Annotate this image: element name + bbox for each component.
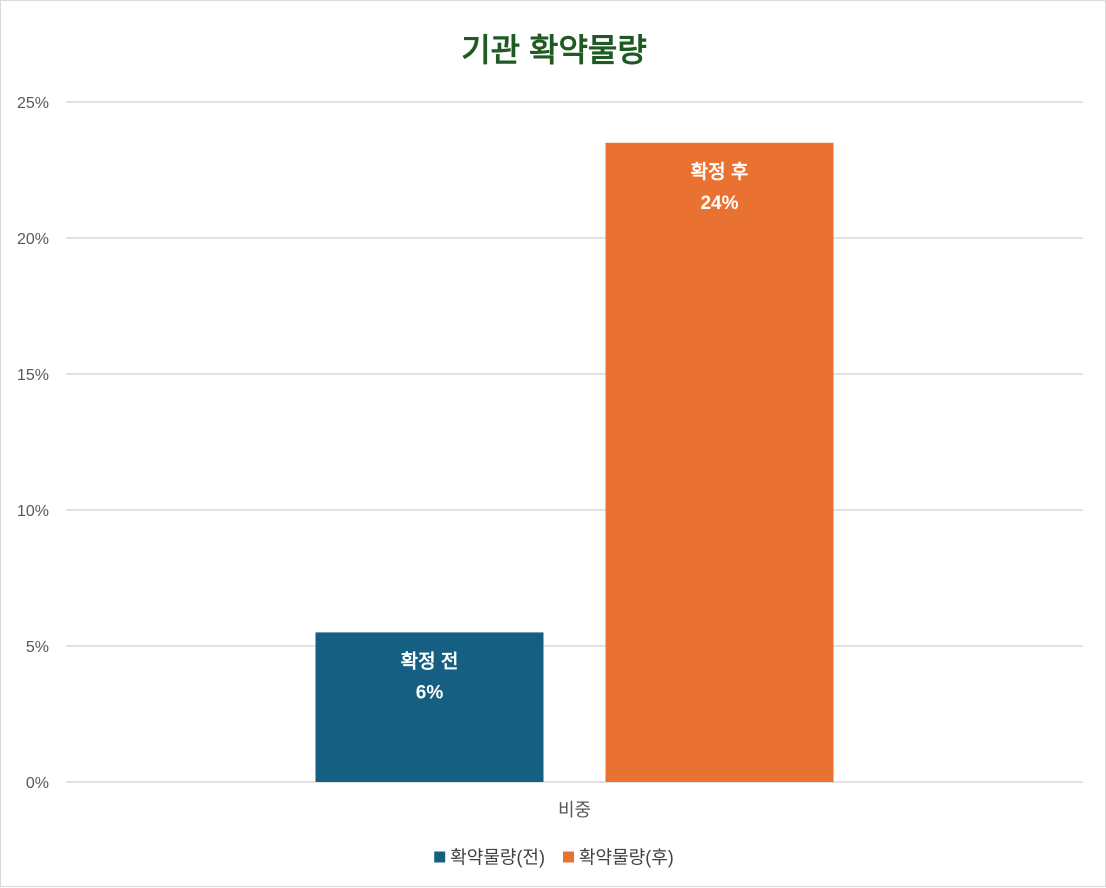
data-label: 24% bbox=[700, 193, 738, 214]
data-label: 확정 전 bbox=[401, 649, 459, 672]
legend: 확약물량(전) 확약물량(후) bbox=[434, 848, 674, 868]
legend-swatch bbox=[434, 851, 446, 863]
y-tick-label: 25% bbox=[17, 95, 49, 112]
y-tick-label: 0% bbox=[26, 775, 49, 792]
category-labels: 비중 bbox=[558, 800, 591, 820]
legend-swatch bbox=[563, 851, 574, 863]
data-label: 6% bbox=[416, 682, 444, 703]
data-label: 확정 후 bbox=[691, 160, 749, 183]
category-label: 비중 bbox=[558, 800, 591, 820]
legend-item: 확약물량(후) bbox=[563, 848, 674, 868]
y-tick-label: 15% bbox=[17, 367, 49, 384]
y-tick-label: 5% bbox=[26, 639, 49, 656]
legend-label: 확약물량(전) bbox=[450, 848, 545, 868]
bar bbox=[605, 142, 834, 783]
legend-item: 확약물량(전) bbox=[434, 848, 545, 868]
y-tick-label: 20% bbox=[17, 231, 49, 248]
y-tick-label: 10% bbox=[17, 503, 49, 520]
chart-title: 기관 확약물량 bbox=[461, 32, 647, 68]
y-axis-ticks: 0% 5% 10% 15% 20% 25% bbox=[17, 95, 49, 792]
bar bbox=[315, 632, 544, 782]
gridlines bbox=[66, 101, 1083, 783]
legend-label: 확약물량(후) bbox=[579, 848, 674, 868]
bars: 확정 전 6% 확정 후 24% bbox=[315, 142, 834, 783]
